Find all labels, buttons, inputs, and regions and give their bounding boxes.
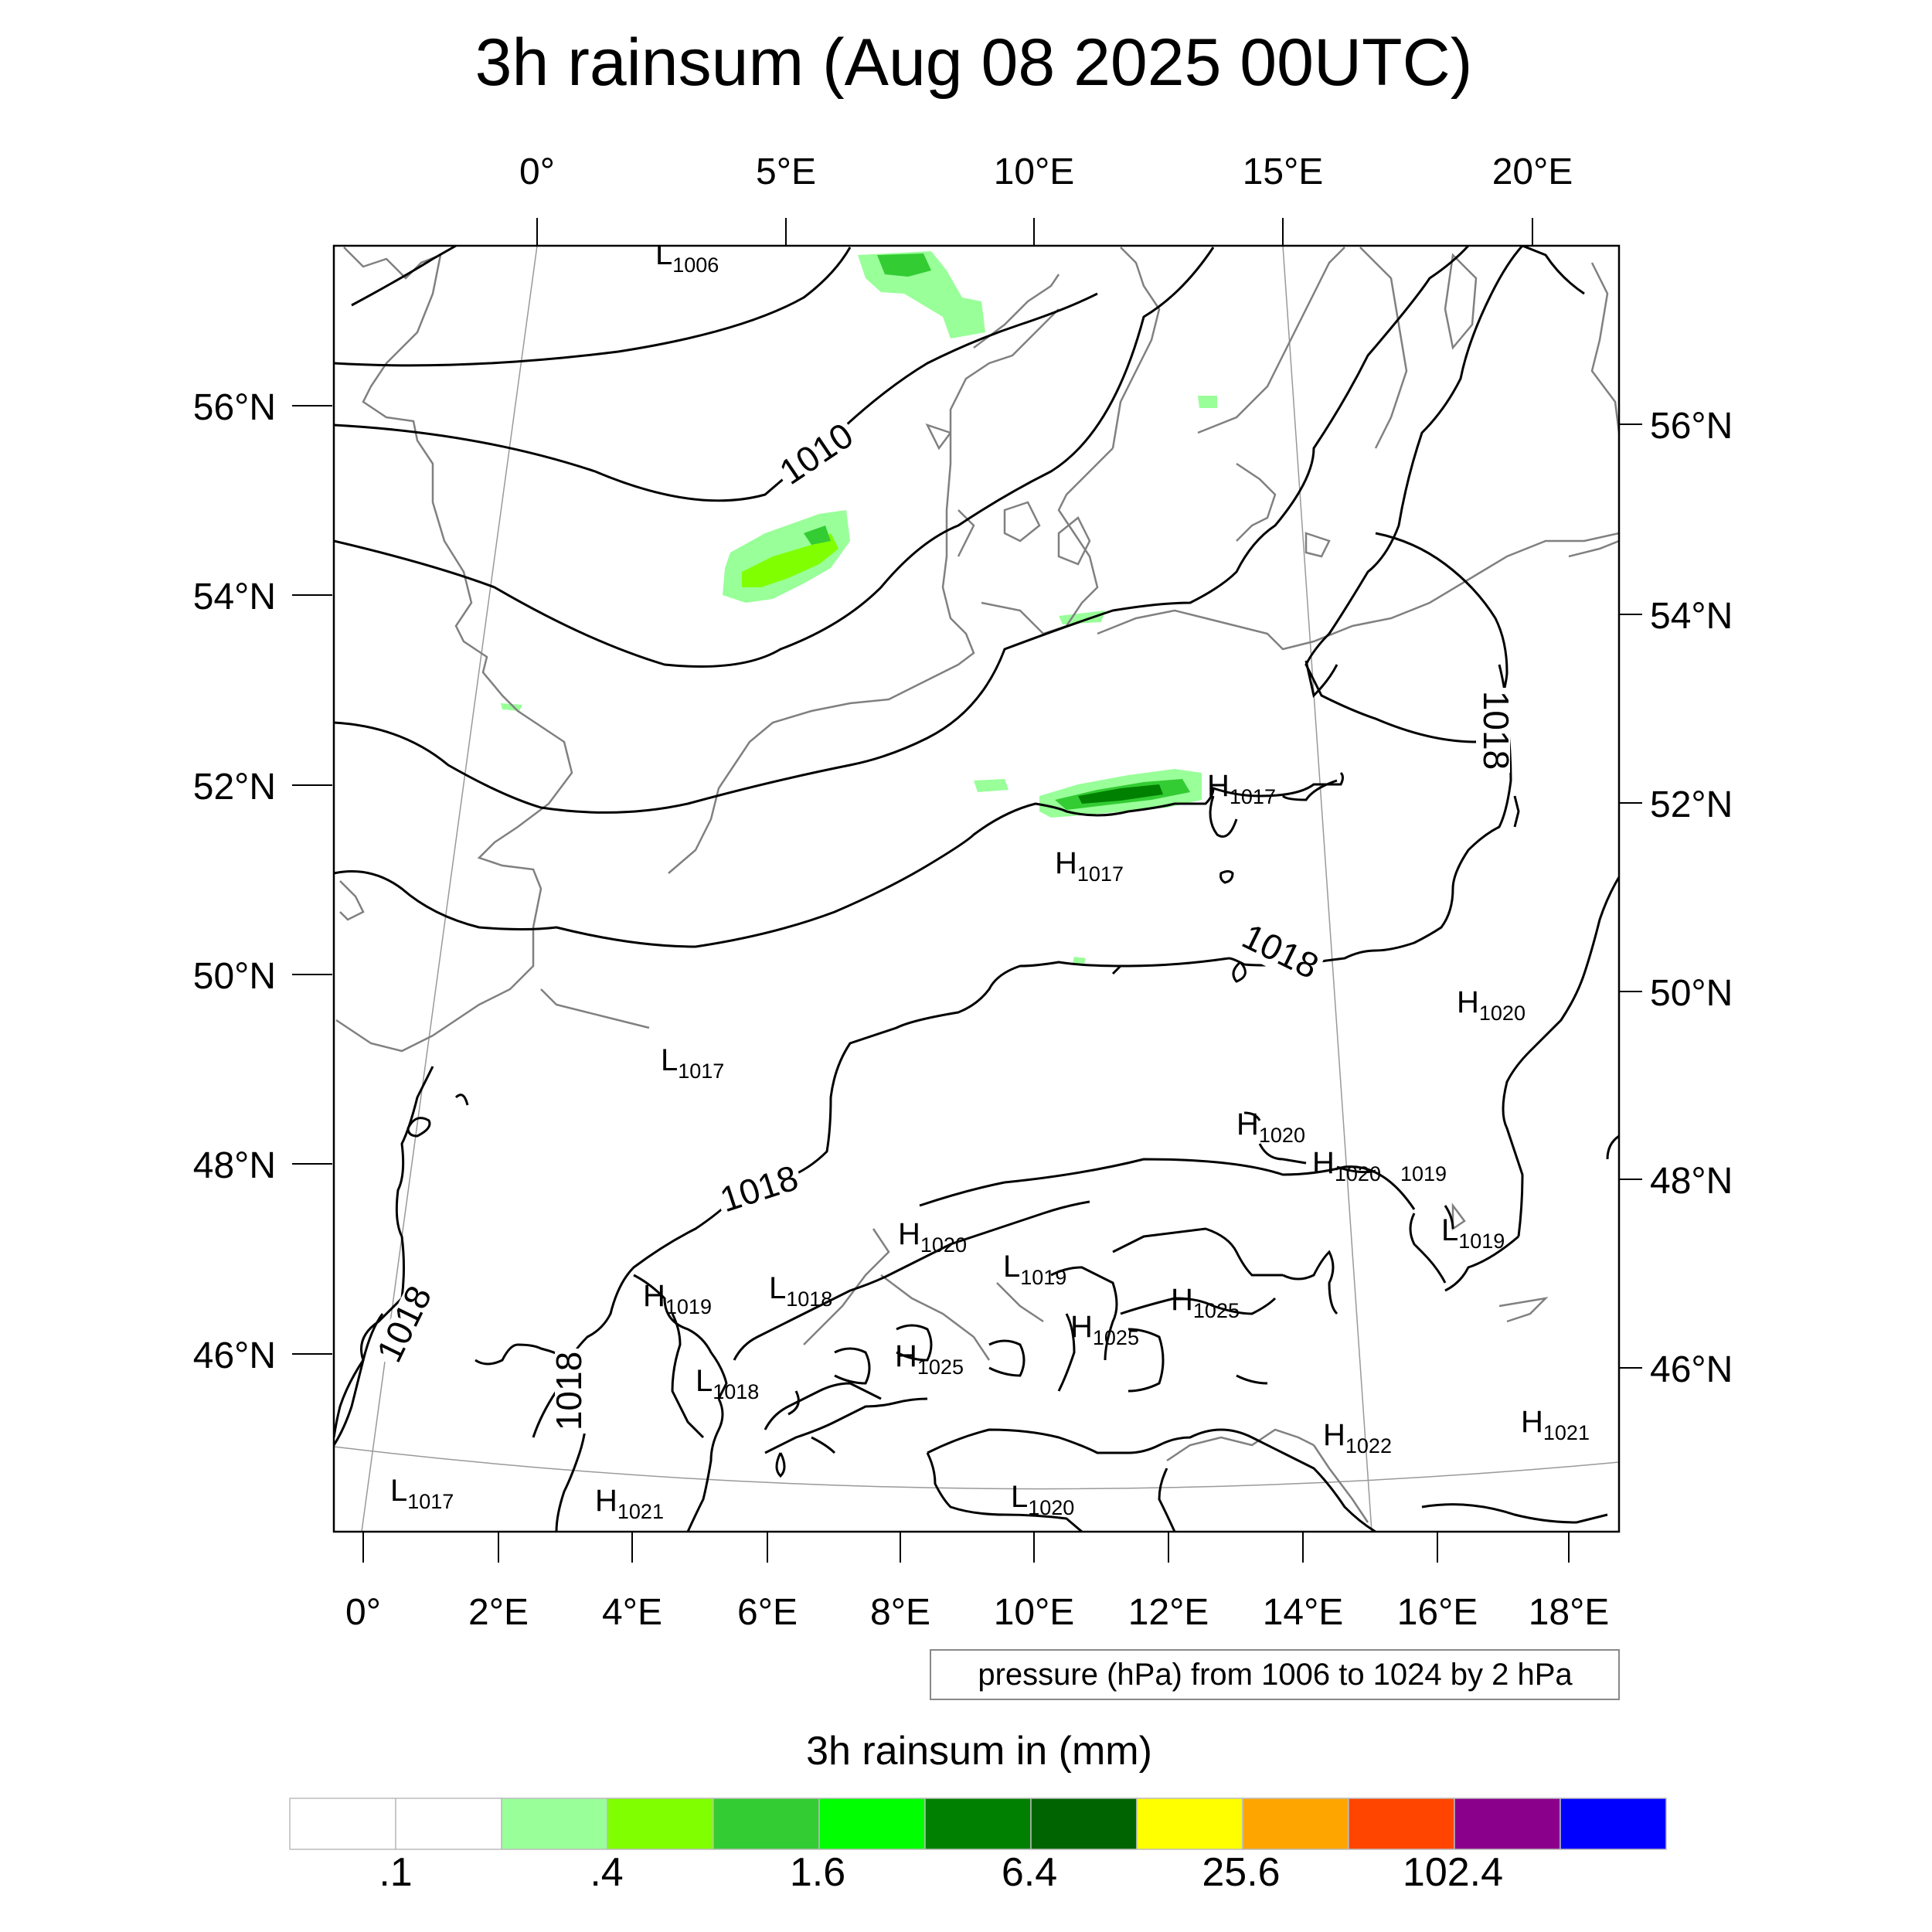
- pressure-center-label: H1025: [1171, 1283, 1240, 1322]
- colorbar-tick-label: .4: [590, 1850, 623, 1895]
- right-lat-label: 46°N: [1650, 1349, 1733, 1390]
- pressure-center-label: H1020: [1236, 1107, 1305, 1147]
- pressure-center-label: L1006: [655, 237, 719, 277]
- pressure-center-label: H1020: [898, 1217, 967, 1257]
- pressure-center-label: L1018: [769, 1271, 832, 1311]
- colorbar-swatch: [1560, 1798, 1667, 1850]
- bottom-longitude-labels: 0° 2°E 4°E 6°E 8°E 10°E 12°E 14°E 16°E 1…: [345, 1592, 1609, 1633]
- left-lat-label: 52°N: [193, 767, 276, 808]
- bottom-lon-label: 18°E: [1529, 1592, 1610, 1633]
- right-lat-label: 48°N: [1650, 1161, 1733, 1202]
- top-lon-label: 20°E: [1492, 151, 1573, 192]
- colorbar-swatch: [924, 1798, 1032, 1850]
- colorbar-swatch: [501, 1798, 608, 1850]
- colorbar-swatch: [818, 1798, 926, 1850]
- colorbar-tick-label: 102.4: [1403, 1850, 1503, 1895]
- bottom-lon-label: 10°E: [994, 1592, 1075, 1633]
- top-lon-label: 10°E: [994, 151, 1075, 192]
- pressure-center-label: H1017: [1207, 769, 1276, 808]
- left-ticks: [292, 405, 332, 1355]
- pressure-center-label: L1018: [696, 1364, 759, 1403]
- colorbar-swatch: [1454, 1798, 1561, 1850]
- top-lon-label: 5°E: [756, 151, 816, 192]
- bottom-lon-label: 6°E: [737, 1592, 798, 1633]
- top-longitude-labels: 0° 5°E 10°E 15°E 20°E: [519, 151, 1573, 192]
- pressure-center-label: H1020: [1457, 985, 1526, 1025]
- top-ticks: [536, 218, 1533, 246]
- map-border: [332, 244, 1621, 1533]
- pressure-center-label: 1019: [1400, 1162, 1447, 1185]
- graticule: [334, 246, 1619, 1532]
- colorbar-swatch: [395, 1798, 502, 1850]
- pressure-center-label: H1021: [595, 1484, 664, 1523]
- top-lon-label: 15°E: [1243, 151, 1324, 192]
- map-plot-area: 1010 1018 1018 1018 1018 1018: [334, 237, 1619, 1532]
- colorbar-swatch: [289, 1798, 396, 1850]
- right-latitude-labels: 56°N 54°N 52°N 50°N 48°N 46°N: [1650, 406, 1733, 1390]
- pressure-center-label: L1017: [390, 1474, 454, 1513]
- isobar-label: 1018: [549, 1352, 589, 1430]
- bottom-lon-label: 12°E: [1128, 1592, 1209, 1633]
- bottom-ticks: [362, 1532, 1570, 1563]
- pressure-center-label: H1017: [1055, 846, 1124, 886]
- colorbar: 3h rainsum in (mm) .1 .4 1.6 6.4 25.6 10…: [289, 1729, 1667, 1895]
- pressure-center-label: H1020: [1312, 1146, 1381, 1185]
- left-lat-label: 54°N: [193, 577, 276, 617]
- pressure-center-label: H1025: [1070, 1310, 1139, 1349]
- colorbar-tick-label: 25.6: [1202, 1850, 1280, 1895]
- isobars: [334, 246, 1619, 1532]
- pressure-centers: L1006 H1017 H1017 H1020 L1017 H1020 H102…: [390, 237, 1590, 1523]
- left-latitude-labels: 56°N 54°N 52°N 50°N 48°N 46°N: [193, 387, 276, 1376]
- colorbar-tick-labels: .1 .4 1.6 6.4 25.6 102.4: [379, 1850, 1503, 1895]
- bottom-lon-label: 2°E: [468, 1592, 529, 1633]
- colorbar-swatch: [1136, 1798, 1243, 1850]
- left-lat-label: 56°N: [193, 387, 276, 428]
- pressure-center-label: L1019: [1003, 1250, 1066, 1289]
- colorbar-swatch: [1242, 1798, 1349, 1850]
- right-lat-label: 52°N: [1650, 784, 1733, 825]
- colorbar-swatches: [289, 1798, 1667, 1850]
- bottom-lon-label: 14°E: [1263, 1592, 1344, 1633]
- colorbar-swatch: [713, 1798, 820, 1850]
- right-ticks: [1619, 423, 1642, 1369]
- left-lat-label: 46°N: [193, 1335, 276, 1376]
- pressure-center-label: H1022: [1323, 1418, 1392, 1458]
- right-lat-label: 50°N: [1650, 973, 1733, 1014]
- colorbar-tick-label: .1: [379, 1850, 412, 1895]
- colorbar-tick-label: 6.4: [1002, 1850, 1057, 1895]
- colorbar-swatch: [607, 1798, 714, 1850]
- map-title: 3h rainsum (Aug 08 2025 00UTC): [475, 26, 1473, 100]
- bottom-lon-label: 4°E: [602, 1592, 662, 1633]
- coastlines: [335, 247, 1619, 1523]
- isobar-label: 1018: [1476, 691, 1516, 770]
- pressure-center-label: H1021: [1521, 1405, 1590, 1444]
- left-lat-label: 48°N: [193, 1145, 276, 1186]
- pressure-center-label: H1025: [895, 1339, 964, 1379]
- pressure-info-box: pressure (hPa) from 1006 to 1024 by 2 hP…: [930, 1649, 1620, 1700]
- pressure-center-label: L1020: [1011, 1480, 1074, 1519]
- pressure-center-label: L1017: [661, 1043, 724, 1083]
- pressure-info-text: pressure (hPa) from 1006 to 1024 by 2 hP…: [978, 1658, 1573, 1692]
- top-lon-label: 0°: [519, 151, 555, 192]
- colorbar-swatch: [1348, 1798, 1455, 1850]
- right-lat-label: 56°N: [1650, 406, 1733, 447]
- bottom-lon-label: 8°E: [870, 1592, 930, 1633]
- right-lat-label: 54°N: [1650, 596, 1733, 637]
- colorbar-tick-label: 1.6: [790, 1850, 845, 1895]
- colorbar-swatch: [1030, 1798, 1138, 1850]
- colorbar-title: 3h rainsum in (mm): [806, 1729, 1152, 1774]
- pressure-center-label: L1019: [1441, 1213, 1505, 1253]
- pressure-center-label: H1019: [643, 1279, 712, 1318]
- bottom-lon-label: 0°: [345, 1592, 381, 1633]
- bottom-lon-label: 16°E: [1397, 1592, 1478, 1633]
- left-lat-label: 50°N: [193, 956, 276, 997]
